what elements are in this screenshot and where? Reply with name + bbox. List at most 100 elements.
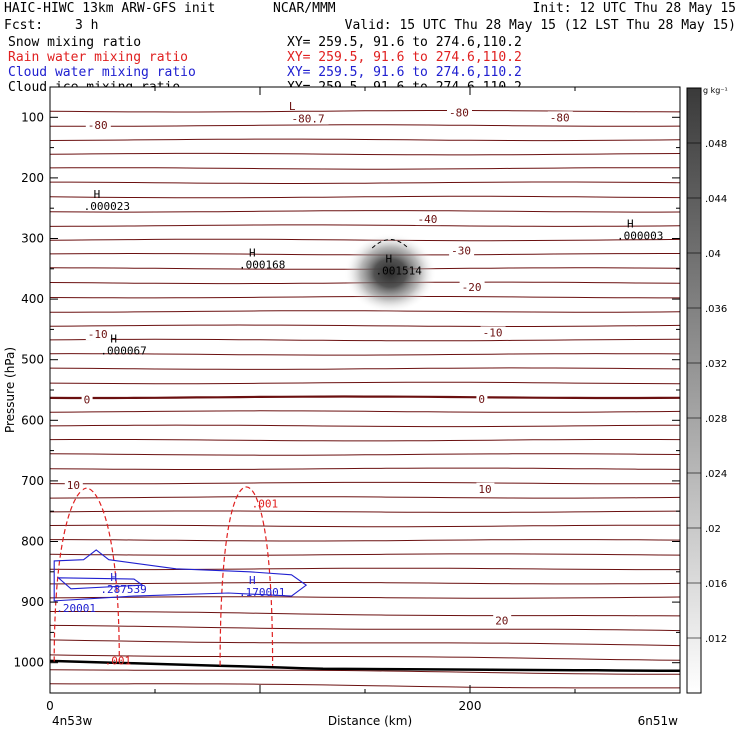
- temperature-contour-line: [49, 481, 681, 485]
- extremum-marker: H: [386, 253, 393, 266]
- temperature-contour-line: [49, 324, 681, 327]
- x-axis-title: Distance (km): [328, 714, 412, 728]
- temperature-contours: [49, 110, 681, 689]
- temperature-contour-line: [49, 639, 681, 647]
- field-name-rain: Rain water mixing ratio: [8, 50, 189, 65]
- y-tick-label: 300: [21, 232, 44, 246]
- mixing-ratio-contour-label: .20001: [56, 602, 96, 615]
- temperature-contour-line: [49, 152, 681, 156]
- temperature-contour-label: -80: [449, 106, 469, 119]
- colorbar-tick-label: .02: [705, 524, 721, 535]
- y-axis-title: Pressure (hPa): [3, 347, 17, 433]
- colorbar-tick-label: .044: [705, 194, 727, 205]
- x-tick-label: 0: [46, 699, 54, 713]
- temperature-contour-line: [49, 683, 680, 689]
- temperature-contour-line: [50, 310, 681, 313]
- cloud-water-contour-inner: [56, 577, 144, 590]
- temperature-label-bg: [476, 482, 495, 495]
- temperature-contour-label: -10: [88, 328, 108, 341]
- temperature-contour-line: [49, 110, 681, 113]
- init-time: Init: 12 UTC Thu 28 May 15: [532, 1, 737, 16]
- forecast-label: Fcst:: [4, 18, 44, 33]
- field-xy-cloud-water: XY= 259.5, 91.6 to 274.6,110.2: [287, 65, 522, 80]
- temperature-contour-line: [49, 224, 681, 227]
- plot-background: [50, 87, 680, 693]
- colorbar-tick-label: .012: [705, 634, 727, 645]
- rain-water-contour-right: [219, 486, 274, 666]
- temperature-label-bg: [447, 106, 472, 119]
- temperature-contour-line: [49, 381, 681, 385]
- temperature-contour-label: -30: [451, 245, 471, 258]
- extremum-marker: L: [289, 100, 296, 113]
- temperature-contour-label: -80.7: [292, 113, 325, 126]
- temperature-label-bg: [493, 614, 512, 627]
- temperature-contour-line: [49, 624, 681, 632]
- rain-water-contours: [53, 486, 274, 666]
- cloud-ice-dashed-contour: [371, 239, 409, 249]
- temperature-contour-line: [49, 395, 681, 400]
- extremum-marker: H: [94, 188, 101, 201]
- colorbar-tick-label: .028: [705, 414, 727, 425]
- cloud-ice-shading: [344, 233, 437, 314]
- cloud-water-contours: [53, 549, 308, 602]
- y-tick-label: 100: [21, 110, 44, 124]
- extremum-value: .287539: [100, 583, 146, 596]
- temperature-contour-line: [50, 611, 681, 617]
- temperature-contour-label: -20: [462, 281, 482, 294]
- temperature-contour-line: [49, 439, 681, 442]
- temperature-contour-line: [49, 467, 681, 470]
- temperature-contour-label: -10: [483, 326, 503, 339]
- y-tick-label: 600: [21, 413, 44, 427]
- mixing-ratio-contour-label: .001: [252, 497, 279, 510]
- temperature-contour-line: [49, 210, 681, 213]
- temperature-contour-line: [49, 553, 681, 556]
- temperature-contour-line: [49, 167, 681, 170]
- temperature-label-bg: [64, 479, 83, 492]
- temperature-contour-line: [49, 567, 680, 571]
- temperature-contour-label: -80: [550, 111, 570, 124]
- cloud-water-contour-outer: [53, 549, 308, 602]
- extremum-value: .000067: [100, 345, 146, 358]
- extremum-marker: H: [627, 218, 634, 231]
- temperature-contour-label: 0: [84, 394, 91, 407]
- forecast-value: 3 h: [75, 18, 99, 33]
- colorbar-tick-label: .016: [705, 579, 727, 590]
- temperature-contour-line: [49, 510, 681, 513]
- center-label: NCAR/MMM: [273, 1, 336, 16]
- colorbar-tick-label: .036: [705, 304, 727, 315]
- extremum-marker: H: [110, 571, 117, 584]
- colorbar: .012 .016 .02 .024 .028 .032 .036 .04 .044 .048 g …: [686, 86, 728, 694]
- y-tick-label: 900: [21, 595, 44, 609]
- temperature-contour-line: [49, 496, 681, 499]
- colorbar-tick-label: .04: [705, 249, 721, 260]
- extremum-value: .000003: [617, 230, 663, 243]
- temperature-contour-label: 0: [478, 393, 485, 406]
- surface-terrain-line: [49, 659, 681, 673]
- temperature-contour-line: [49, 338, 681, 342]
- temperature-contour-line: [49, 353, 681, 356]
- y-tick-label: 1000: [13, 656, 44, 670]
- y-tick-label: 700: [21, 474, 44, 488]
- temperature-contour-label: -40: [418, 213, 438, 226]
- contour-labels: -80 -80.7 -80 -80 -40 -30 -20 -10 -10 0 0 10 10 20 .00…: [56, 106, 573, 667]
- temperature-contour-line: [50, 582, 681, 585]
- temperature-contour-label: 10: [67, 479, 80, 492]
- left-endpoint-label: 4n53w: [52, 714, 93, 728]
- temperature-contour-line: [49, 195, 681, 199]
- temperature-label-bg: [547, 111, 573, 124]
- temperature-contour-line: [49, 654, 681, 661]
- temperature-contour-line: [49, 367, 681, 370]
- colorbar-tick-label: .032: [705, 359, 727, 370]
- temperature-label-bg: [449, 244, 475, 257]
- temperature-contour-line: [49, 453, 681, 456]
- mixing-ratio-contour-label: .001: [105, 654, 132, 667]
- temperature-contour-line: [49, 524, 680, 528]
- y-tick-label: 500: [21, 353, 44, 367]
- temperature-contour-label: -80: [88, 119, 108, 132]
- temperature-label-bg: [85, 328, 111, 341]
- rain-water-contour-left: [53, 487, 120, 662]
- plot-title: HAIC-HIWC 13km ARW-GFS init: [4, 1, 216, 16]
- y-tick-label: 400: [21, 292, 44, 306]
